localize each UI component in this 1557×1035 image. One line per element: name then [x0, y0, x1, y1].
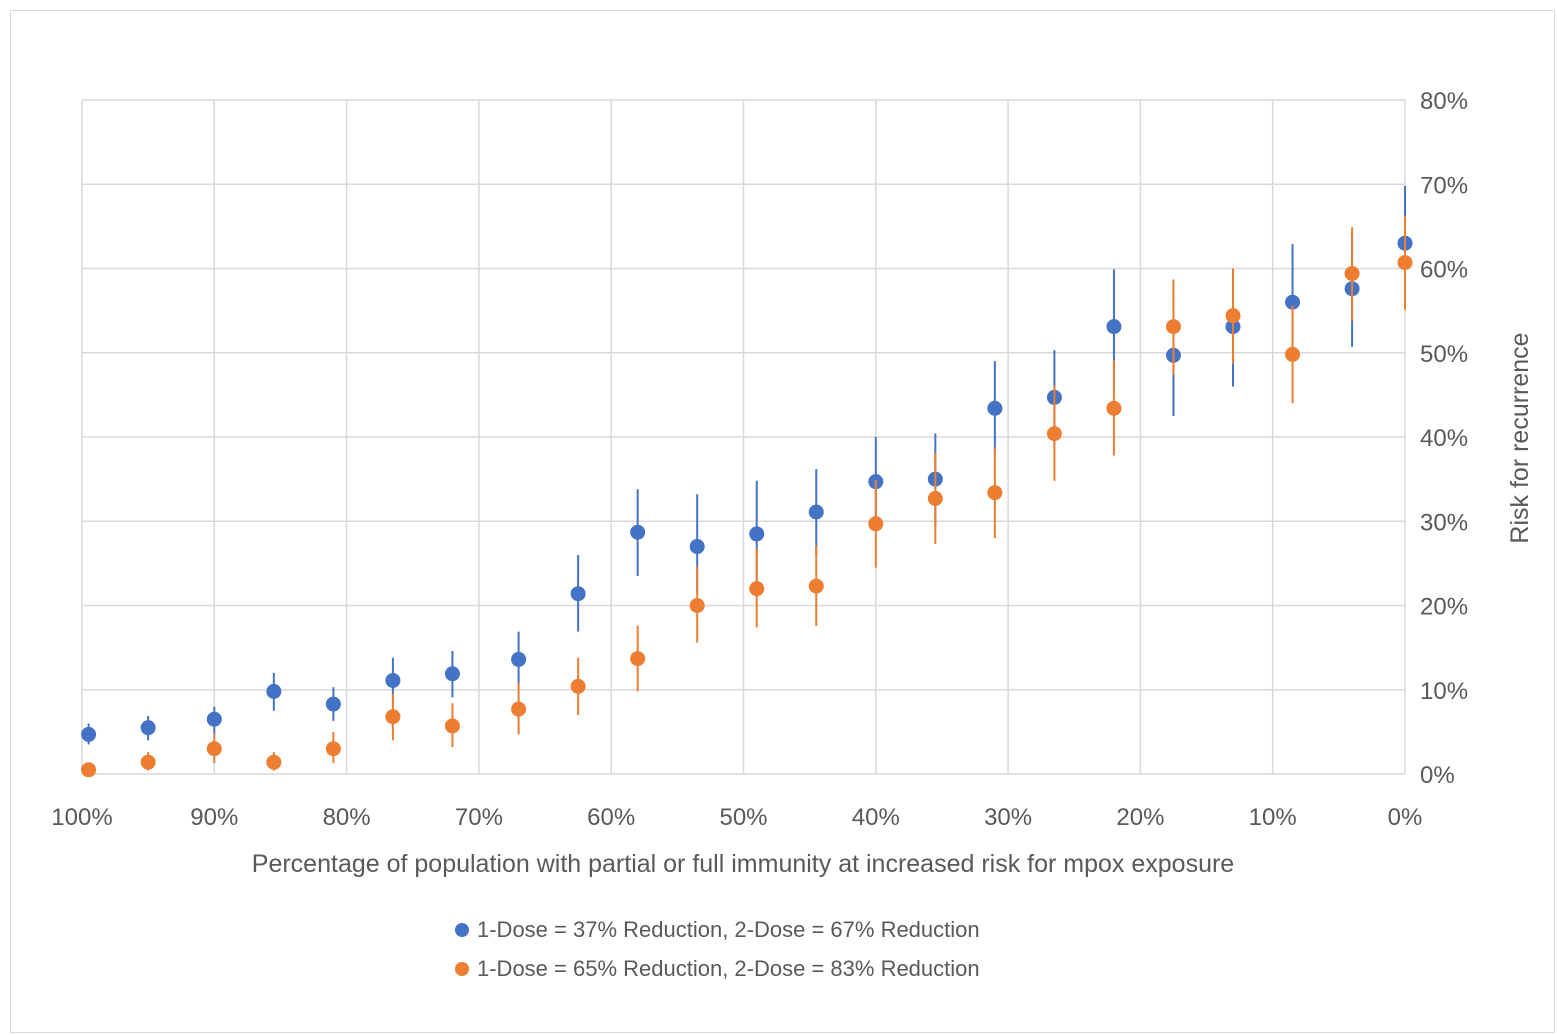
legend: 1-Dose = 37% Reduction, 2-Dose = 67% Red… — [455, 910, 980, 988]
y-tick-label: 80% — [1420, 88, 1468, 115]
x-tick-label: 60% — [587, 804, 635, 831]
y-tick-label: 60% — [1420, 257, 1468, 284]
x-tick-label: 0% — [1388, 804, 1423, 831]
series-2 — [81, 216, 1413, 778]
x-axis-title: Percentage of population with partial or… — [252, 850, 1234, 878]
data-point — [511, 701, 527, 717]
x-tick-label: 30% — [984, 804, 1032, 831]
data-point — [630, 651, 646, 667]
y-tick-label: 50% — [1420, 341, 1468, 368]
data-point — [140, 720, 156, 736]
y-tick-label: 30% — [1420, 509, 1468, 536]
y-tick-label: 20% — [1420, 594, 1468, 621]
data-point — [1225, 308, 1241, 324]
data-point — [444, 718, 460, 734]
x-tick-label: 40% — [852, 804, 900, 831]
data-point — [808, 578, 824, 594]
data-series — [81, 185, 1413, 778]
data-point — [630, 524, 646, 540]
data-point — [206, 741, 222, 757]
data-point — [325, 696, 341, 712]
legend-label: 1-Dose = 65% Reduction, 2-Dose = 83% Red… — [477, 955, 980, 981]
y-tick-label: 70% — [1420, 172, 1468, 199]
data-point — [266, 683, 282, 699]
x-tick-label: 20% — [1116, 804, 1164, 831]
data-point — [266, 754, 282, 770]
data-point — [1285, 346, 1301, 362]
y-tick-label: 40% — [1420, 425, 1468, 452]
data-point — [81, 726, 97, 742]
y-tick-label: 0% — [1420, 762, 1455, 789]
data-point — [689, 598, 705, 613]
data-point — [325, 741, 341, 757]
data-point — [140, 754, 156, 770]
data-point — [868, 516, 884, 532]
y-axis-tick-labels: 0% 10% 20% 30% 40% 50% 60% 70% 80% — [1420, 88, 1468, 789]
data-point — [749, 526, 765, 542]
x-tick-label: 50% — [719, 804, 767, 831]
data-point — [1285, 294, 1301, 310]
legend-item: 1-Dose = 65% Reduction, 2-Dose = 83% Red… — [455, 949, 980, 988]
chart-frame — [10, 10, 1555, 1033]
x-tick-label: 90% — [190, 804, 238, 831]
data-point — [808, 504, 824, 520]
data-point — [987, 400, 1003, 416]
data-point — [927, 491, 943, 507]
data-point — [81, 762, 97, 778]
x-tick-label: 70% — [455, 804, 503, 831]
data-point — [206, 711, 222, 727]
series-1 — [81, 185, 1413, 745]
data-point — [1106, 319, 1122, 335]
legend-item: 1-Dose = 37% Reduction, 2-Dose = 67% Red… — [455, 910, 980, 949]
data-point — [689, 539, 705, 555]
x-tick-label: 80% — [323, 804, 371, 831]
x-tick-label: 100% — [51, 804, 112, 831]
data-point — [385, 672, 401, 688]
data-point — [570, 586, 586, 602]
x-axis-tick-labels: 100% 90% 80% 70% 60% 50% 40% 30% 20% 10% 0% — [51, 804, 1422, 831]
data-point — [1106, 400, 1122, 416]
data-point — [987, 485, 1003, 501]
data-point — [1397, 255, 1413, 271]
data-point — [511, 651, 527, 667]
data-point — [570, 678, 586, 694]
data-point — [444, 666, 460, 682]
y-tick-label: 10% — [1420, 678, 1468, 705]
legend-marker-orange — [455, 961, 469, 976]
data-point — [1344, 266, 1360, 282]
data-point — [1046, 426, 1062, 442]
data-point — [749, 581, 765, 597]
data-point — [385, 709, 401, 725]
y-axis-title: Risk for recurrence — [1506, 332, 1534, 543]
x-tick-label: 10% — [1249, 804, 1297, 831]
data-point — [1165, 319, 1181, 335]
legend-marker-blue — [455, 922, 469, 937]
gridlines — [81, 99, 1406, 775]
legend-label: 1-Dose = 37% Reduction, 2-Dose = 67% Red… — [477, 916, 980, 942]
